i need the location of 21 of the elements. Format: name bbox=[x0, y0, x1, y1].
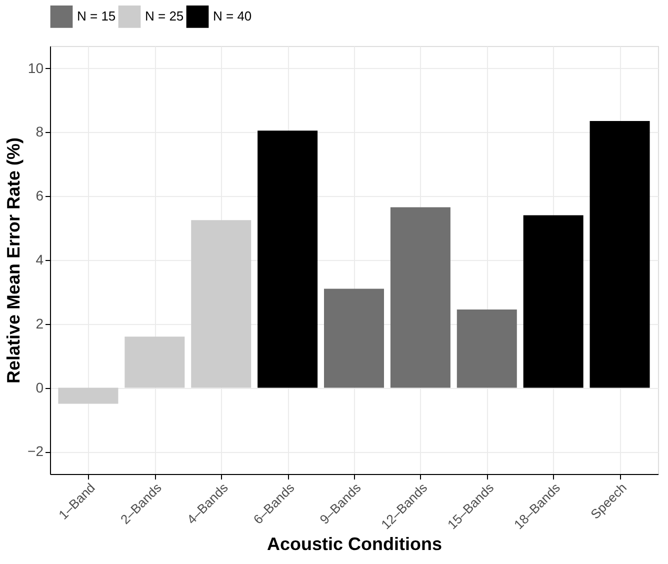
bar bbox=[58, 388, 118, 404]
bar bbox=[390, 207, 450, 388]
x-axis-title: Acoustic Conditions bbox=[267, 534, 442, 554]
y-tick-label: 10 bbox=[28, 60, 44, 76]
y-tick-label: 6 bbox=[36, 188, 44, 204]
y-tick-label: 8 bbox=[36, 124, 44, 140]
bar bbox=[523, 215, 584, 388]
y-tick-label: 2 bbox=[36, 315, 44, 332]
bar bbox=[324, 288, 384, 388]
bar bbox=[124, 336, 185, 388]
bar bbox=[258, 130, 318, 388]
y-tick-label: 0 bbox=[36, 379, 44, 396]
y-tick-label: 4 bbox=[36, 252, 44, 268]
bar bbox=[456, 310, 517, 388]
bar bbox=[590, 121, 650, 388]
legend-label: N = 25 bbox=[145, 8, 184, 24]
y-tick-label: −2 bbox=[28, 443, 44, 460]
legend-label: N = 15 bbox=[77, 8, 116, 24]
bar bbox=[191, 220, 252, 388]
y-axis-title: Relative Mean Error Rate (%) bbox=[4, 137, 24, 384]
legend-label: N = 40 bbox=[213, 8, 252, 24]
